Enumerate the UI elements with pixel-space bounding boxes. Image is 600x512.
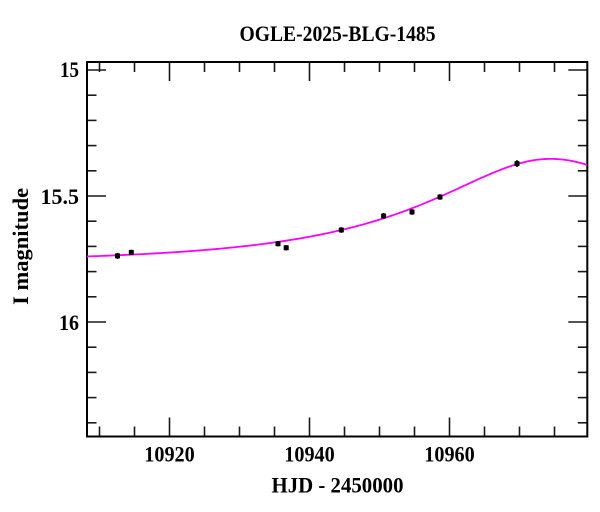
svg-text:I magnitude: I magnitude: [8, 188, 33, 305]
svg-text:HJD - 2450000: HJD - 2450000: [272, 473, 404, 498]
svg-text:16: 16: [59, 310, 79, 335]
svg-text:10940: 10940: [284, 441, 335, 466]
svg-text:15.5: 15.5: [41, 184, 80, 209]
svg-text:10920: 10920: [144, 441, 195, 466]
svg-text:10960: 10960: [424, 441, 475, 466]
svg-text:OGLE-2025-BLG-1485: OGLE-2025-BLG-1485: [240, 21, 436, 46]
svg-text:15: 15: [60, 57, 79, 82]
